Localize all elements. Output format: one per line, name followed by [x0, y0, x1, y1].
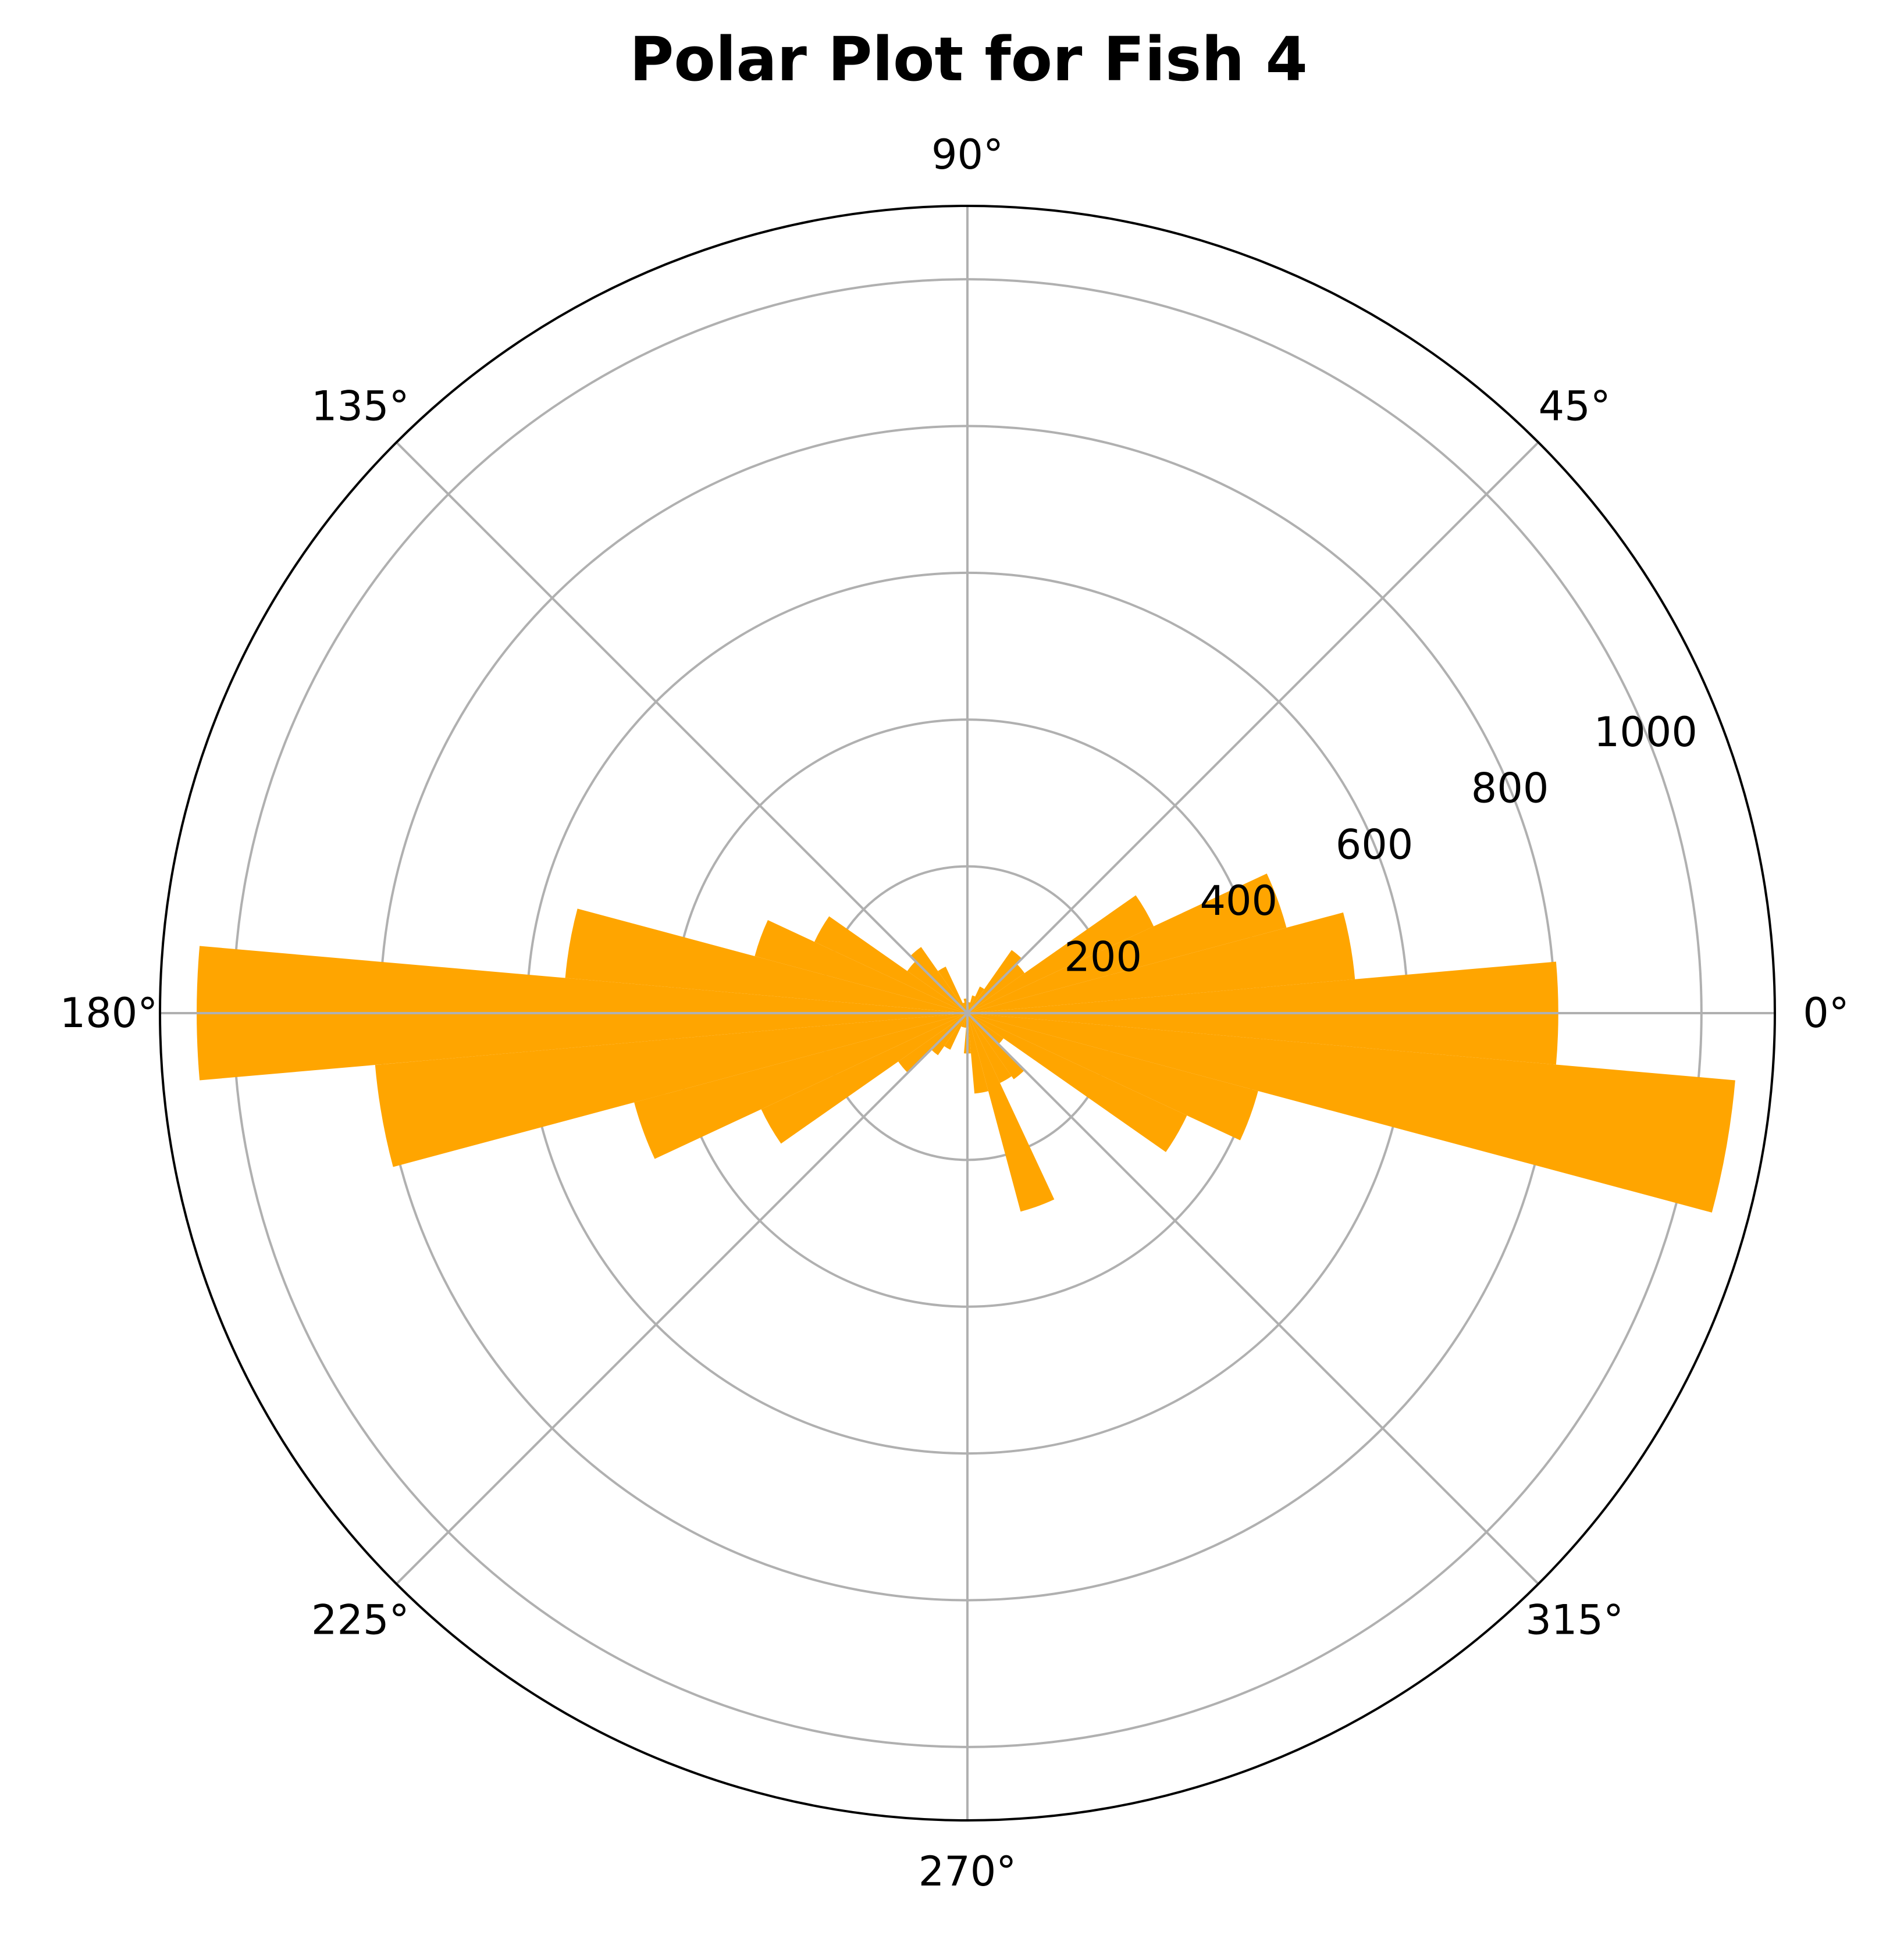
bar-50deg: [967, 950, 1022, 1013]
bar-70deg: [967, 995, 976, 1013]
bar-190deg: [375, 1013, 967, 1167]
bar-350deg: [967, 1013, 1735, 1213]
bar-220deg: [898, 1013, 967, 1073]
radial-tick-labels: 200 400 600 800 1000: [1064, 708, 1697, 981]
angular-grid-line-225: [396, 1012, 969, 1585]
radial-tick-label-600: 600: [1336, 821, 1414, 868]
radial-tick-label-400: 400: [1200, 877, 1277, 925]
chart-title: Polar Plot for Fish 4: [629, 24, 1308, 95]
bar-310deg: [967, 1013, 1025, 1079]
polar-frame: [159, 205, 1776, 1822]
bar-30deg: [967, 895, 1154, 1013]
bar-160deg: [755, 920, 967, 1013]
bar-130deg: [910, 947, 967, 1013]
bar-290deg: [967, 1013, 1055, 1212]
bar-200deg: [634, 1013, 967, 1159]
angular-grid-line-45: [966, 441, 1539, 1014]
angular-tick-label-225: 225°: [311, 1596, 410, 1644]
bar-150deg: [814, 916, 967, 1013]
angular-tick-label-90: 90°: [931, 131, 1003, 179]
angular-grid-line-315: [966, 1012, 1539, 1585]
bar-170deg: [565, 908, 967, 1013]
radial-tick-label-800: 800: [1471, 765, 1549, 812]
bar-340deg: [967, 1013, 1258, 1140]
angular-tick-label-45: 45°: [1539, 382, 1611, 430]
angular-tick-label-270: 270°: [919, 1848, 1017, 1895]
bar-120deg: [938, 966, 967, 1013]
bar-330deg: [967, 1013, 1187, 1152]
angular-tick-label-135: 135°: [311, 382, 410, 430]
bar-210deg: [761, 1013, 967, 1144]
angular-tick-label-315: 315°: [1525, 1596, 1624, 1644]
bar-250deg: [961, 1013, 967, 1028]
angular-tick-label-0: 0°: [1803, 989, 1849, 1037]
angular-grid: [160, 206, 1775, 1820]
bar-280deg: [967, 1013, 988, 1094]
angular-grid-line-135: [396, 441, 969, 1014]
radial-tick-label-1000: 1000: [1594, 708, 1697, 756]
bar-series: [197, 874, 1735, 1213]
bar-10deg: [967, 912, 1355, 1013]
bar-300deg: [967, 1013, 1012, 1084]
radial-tick-label-200: 200: [1064, 933, 1142, 981]
bar-240deg: [944, 1013, 967, 1050]
angular-tick-label-180: 180°: [60, 989, 158, 1037]
bar-140deg: [907, 961, 967, 1013]
angular-tick-labels: 0° 45° 90° 135° 180° 225° 270° 315°: [60, 131, 1849, 1895]
bar-20deg: [967, 874, 1287, 1013]
plot-area: 0° 45° 90° 135° 180° 225° 270° 315° 200 400 600 80…: [60, 131, 1849, 1895]
bar-60deg: [967, 986, 984, 1013]
bar-40deg: [967, 964, 1025, 1013]
